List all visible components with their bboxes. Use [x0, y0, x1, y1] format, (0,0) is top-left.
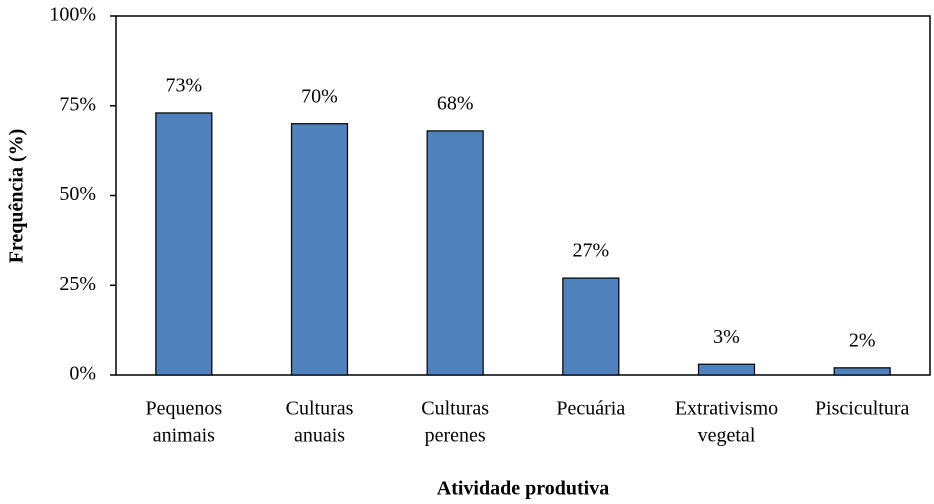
bar [155, 112, 213, 376]
y-tick-label: 0% [69, 363, 96, 385]
y-axis-title: Frequência (%) [6, 129, 28, 264]
y-tick-label: 75% [59, 93, 96, 115]
value-label: 68% [437, 92, 474, 114]
x-tick-label: Culturas [286, 398, 354, 420]
x-tick-label: Pequenos [145, 398, 222, 420]
x-tick-label: vegetal [698, 425, 756, 447]
x-tick-label: Piscicultura [815, 398, 910, 420]
bar [833, 367, 891, 376]
x-tick-label: Extrativismo [675, 398, 778, 420]
value-label: 2% [849, 329, 876, 351]
value-label: 73% [165, 75, 202, 97]
x-tick-label: animais [153, 425, 215, 447]
y-tick-label: 25% [59, 273, 96, 295]
x-tick-label: Pecuária [556, 398, 625, 420]
value-label: 70% [301, 85, 338, 107]
bar [562, 277, 620, 376]
y-tick-label: 50% [59, 183, 96, 205]
value-label: 27% [572, 240, 609, 262]
bar [290, 123, 349, 376]
plot-frame [115, 15, 931, 376]
x-tick-label: Culturas [421, 398, 489, 420]
x-axis-title: Atividade produtiva [437, 478, 609, 500]
y-tick-label: 100% [49, 4, 96, 26]
bar [426, 130, 484, 376]
value-label: 3% [713, 326, 740, 348]
bar [697, 363, 756, 376]
x-tick-label: perenes [425, 425, 486, 447]
x-tick-label: anuais [294, 425, 345, 447]
